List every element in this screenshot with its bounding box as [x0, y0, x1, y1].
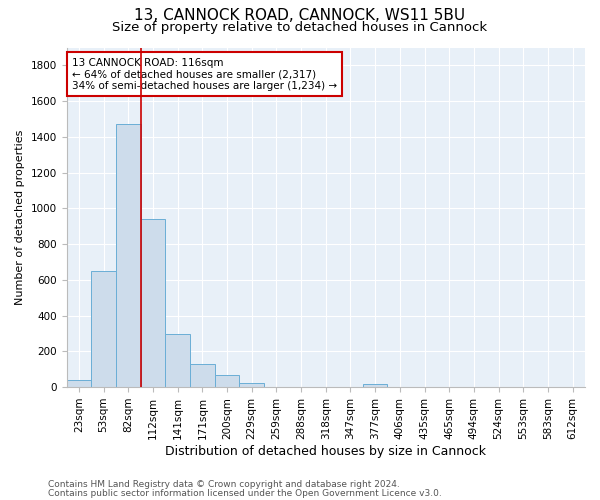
Text: Size of property relative to detached houses in Cannock: Size of property relative to detached ho… — [112, 21, 488, 34]
Text: Contains HM Land Registry data © Crown copyright and database right 2024.: Contains HM Land Registry data © Crown c… — [48, 480, 400, 489]
Bar — [190, 364, 215, 387]
Bar — [363, 384, 388, 387]
Text: Contains public sector information licensed under the Open Government Licence v3: Contains public sector information licen… — [48, 488, 442, 498]
Bar — [165, 334, 190, 387]
Bar — [140, 219, 165, 387]
Text: 13, CANNOCK ROAD, CANNOCK, WS11 5BU: 13, CANNOCK ROAD, CANNOCK, WS11 5BU — [134, 8, 466, 22]
Bar — [239, 382, 264, 387]
Bar — [91, 271, 116, 387]
X-axis label: Distribution of detached houses by size in Cannock: Distribution of detached houses by size … — [165, 444, 486, 458]
Text: 13 CANNOCK ROAD: 116sqm
← 64% of detached houses are smaller (2,317)
34% of semi: 13 CANNOCK ROAD: 116sqm ← 64% of detache… — [72, 58, 337, 91]
Bar — [215, 376, 239, 387]
Bar — [116, 124, 140, 387]
Y-axis label: Number of detached properties: Number of detached properties — [15, 130, 25, 305]
Bar — [67, 380, 91, 387]
